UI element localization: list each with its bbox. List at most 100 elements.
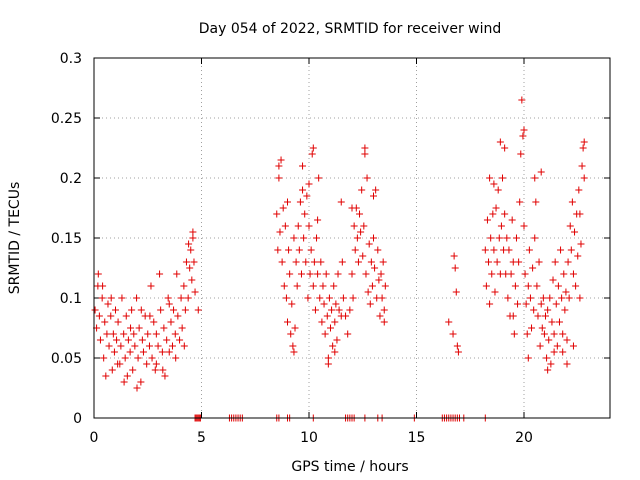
data-point	[371, 264, 379, 272]
data-point	[290, 348, 298, 356]
data-point	[190, 258, 198, 266]
data-point	[135, 324, 143, 332]
data-point	[321, 330, 329, 338]
x-tick-label: 10	[300, 430, 318, 446]
data-point	[122, 312, 130, 320]
x-tick-label: 15	[408, 430, 426, 446]
data-point	[524, 282, 532, 290]
data-point	[538, 324, 546, 332]
data-point	[103, 330, 111, 338]
data-point	[509, 312, 517, 320]
data-point	[577, 240, 585, 248]
data-point	[299, 186, 307, 194]
plot-frame	[93, 57, 611, 419]
data-point	[100, 354, 108, 362]
data-point	[563, 360, 571, 368]
data-point	[154, 342, 162, 350]
data-point	[159, 366, 167, 374]
data-point	[511, 282, 519, 290]
data-point	[308, 150, 316, 158]
data-point	[491, 288, 499, 296]
data-point	[377, 270, 385, 278]
data-point	[126, 348, 134, 356]
data-point	[303, 192, 311, 200]
data-point	[290, 234, 298, 242]
data-point	[161, 372, 169, 380]
data-point	[486, 174, 494, 182]
data-point	[297, 270, 305, 278]
data-point	[96, 336, 104, 344]
data-point	[575, 186, 583, 194]
data-point	[276, 228, 284, 236]
data-point	[307, 246, 315, 254]
data-point	[289, 342, 297, 350]
data-point	[532, 198, 540, 206]
data-point	[316, 294, 324, 302]
data-point	[121, 354, 129, 362]
data-point	[572, 282, 580, 290]
data-point	[309, 144, 317, 152]
data-point	[152, 360, 160, 368]
data-point	[539, 294, 547, 302]
data-point	[186, 264, 194, 272]
data-point	[181, 306, 189, 314]
data-point	[508, 216, 516, 224]
data-point	[133, 294, 141, 302]
data-point	[332, 300, 340, 308]
data-point	[335, 306, 343, 314]
data-point	[101, 318, 109, 326]
x-tick-label: 0	[90, 430, 99, 446]
data-point	[353, 234, 361, 242]
data-point	[163, 336, 171, 344]
data-point	[150, 318, 158, 326]
data-point	[151, 366, 159, 374]
data-point	[567, 246, 575, 254]
data-point	[337, 198, 345, 206]
data-point	[281, 222, 289, 230]
data-point	[379, 258, 387, 266]
y-tick-label: 0	[73, 411, 82, 427]
data-point	[576, 210, 584, 218]
data-point	[170, 306, 178, 314]
data-point	[346, 306, 354, 314]
data-point	[322, 270, 330, 278]
data-point	[334, 270, 342, 278]
y-tick-label: 0.05	[51, 351, 82, 367]
data-point	[520, 222, 528, 230]
data-point	[299, 162, 307, 170]
data-point	[137, 306, 145, 314]
data-point	[449, 330, 457, 338]
data-point	[576, 294, 584, 302]
data-point	[450, 252, 458, 260]
data-point	[165, 300, 173, 308]
data-point	[497, 222, 505, 230]
data-point	[348, 270, 356, 278]
y-tick-labels: 0 0.05 0.1 0.15 0.2 0.25 0.3	[51, 51, 82, 427]
data-point	[102, 372, 110, 380]
data-point	[147, 282, 155, 290]
data-point	[130, 330, 138, 338]
data-point	[185, 240, 193, 248]
grid-lines	[94, 58, 610, 418]
data-point	[313, 234, 321, 242]
data-point	[305, 222, 313, 230]
data-point	[318, 318, 326, 326]
data-point	[143, 360, 151, 368]
data-point	[191, 288, 199, 296]
data-point	[329, 342, 337, 350]
data-point	[356, 210, 364, 218]
data-point	[507, 270, 515, 278]
data-point	[133, 384, 141, 392]
data-point	[314, 216, 322, 224]
data-point	[333, 336, 341, 344]
data-point	[367, 258, 375, 266]
data-point	[292, 258, 300, 266]
y-tick-label: 0.1	[60, 291, 82, 307]
data-point	[296, 198, 304, 206]
data-point	[131, 342, 139, 350]
chart-title: Day 054 of 2022, SRMTID for receiver win…	[199, 21, 502, 37]
data-point	[482, 282, 490, 290]
data-point	[380, 306, 388, 314]
data-point	[180, 282, 188, 290]
data-point	[445, 318, 453, 326]
